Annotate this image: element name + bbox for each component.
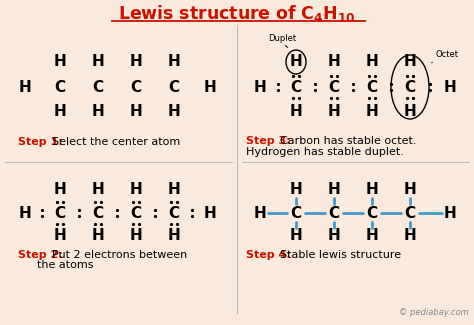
Text: H: H [328, 228, 340, 243]
Text: Step 1:: Step 1: [18, 137, 63, 147]
Text: C: C [328, 205, 339, 220]
Text: H: H [168, 228, 181, 243]
Text: H: H [444, 80, 456, 95]
Text: C: C [291, 80, 301, 95]
Text: Octet: Octet [436, 50, 459, 59]
Text: H: H [328, 55, 340, 70]
Text: H: H [254, 80, 266, 95]
Text: C: C [130, 205, 142, 220]
Text: C: C [55, 205, 65, 220]
Text: H: H [168, 183, 181, 198]
Text: H: H [290, 183, 302, 198]
Text: © pediabay.com: © pediabay.com [399, 308, 469, 317]
Text: H: H [328, 183, 340, 198]
Text: H: H [129, 105, 142, 120]
Text: H: H [404, 55, 416, 70]
Text: C: C [366, 205, 378, 220]
Text: H: H [54, 228, 66, 243]
Text: H: H [91, 183, 104, 198]
Text: H: H [18, 80, 31, 95]
Text: H: H [204, 205, 216, 220]
Text: H: H [91, 55, 104, 70]
Text: H: H [204, 80, 216, 95]
Text: H: H [129, 55, 142, 70]
Text: Step 3:: Step 3: [246, 136, 291, 146]
Text: C: C [130, 80, 142, 95]
Text: Select the center atom: Select the center atom [52, 137, 180, 147]
Text: H: H [168, 55, 181, 70]
Text: H: H [328, 105, 340, 120]
Text: H: H [365, 228, 378, 243]
Text: C: C [404, 205, 416, 220]
Text: H: H [290, 228, 302, 243]
Text: H: H [129, 228, 142, 243]
Text: C: C [168, 205, 180, 220]
Text: H: H [91, 105, 104, 120]
Text: H: H [168, 105, 181, 120]
Text: H: H [54, 105, 66, 120]
Text: C: C [55, 80, 65, 95]
Text: Step 4:: Step 4: [246, 250, 291, 260]
Text: H: H [404, 228, 416, 243]
Text: Step 2:: Step 2: [18, 250, 63, 260]
Text: Put 2 electrons between: Put 2 electrons between [52, 250, 187, 260]
Text: Hydrogen has stable duplet.: Hydrogen has stable duplet. [246, 147, 404, 157]
Text: C: C [404, 80, 416, 95]
Text: C: C [92, 80, 103, 95]
Text: C: C [366, 80, 378, 95]
Text: H: H [91, 228, 104, 243]
Text: Duplet: Duplet [268, 34, 296, 43]
Text: C: C [92, 205, 103, 220]
Text: H: H [254, 205, 266, 220]
Text: H: H [129, 183, 142, 198]
Text: H: H [18, 205, 31, 220]
Text: Carbon has stable octet.: Carbon has stable octet. [280, 136, 417, 146]
Text: the atoms: the atoms [37, 260, 93, 270]
Text: $\mathbf{Lewis\ structure\ of\ C_4H_{10}}$: $\mathbf{Lewis\ structure\ of\ C_4H_{10}… [118, 3, 356, 23]
Text: H: H [365, 55, 378, 70]
Text: H: H [404, 105, 416, 120]
Text: C: C [168, 80, 180, 95]
Text: H: H [365, 183, 378, 198]
Text: H: H [54, 183, 66, 198]
Text: H: H [290, 55, 302, 70]
Text: H: H [404, 183, 416, 198]
Text: C: C [291, 205, 301, 220]
Text: C: C [328, 80, 339, 95]
Text: H: H [365, 105, 378, 120]
Text: H: H [54, 55, 66, 70]
Text: H: H [444, 205, 456, 220]
Text: Stable lewis structure: Stable lewis structure [280, 250, 401, 260]
Text: H: H [290, 105, 302, 120]
